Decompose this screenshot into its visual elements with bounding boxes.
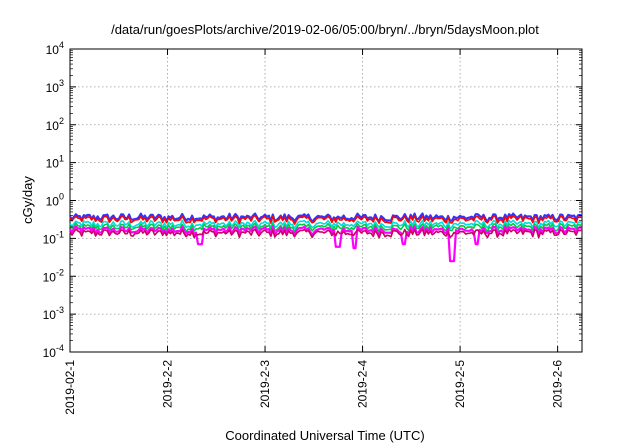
grid-layer [70, 49, 582, 352]
x-tick-label: 2019-02-1 [63, 360, 77, 415]
y-tick-label: 103 [46, 78, 64, 95]
y-tick-label: 102 [46, 116, 64, 133]
x-tick-label: 2019-2-2 [161, 360, 175, 408]
y-axis: 10-4 10-3 10-2 10-1 100 101 102 103 104 [43, 40, 582, 360]
chart-title: /data/run/goesPlots/archive/2019-02-06/0… [111, 22, 539, 37]
y-tick-label: 104 [46, 40, 64, 57]
series-layer [69, 212, 583, 263]
x-tick-label: 2019-2-3 [258, 360, 272, 408]
x-tick-label: 2019-2-4 [356, 360, 370, 408]
y-axis-label: cGy/day [20, 176, 35, 224]
y-tick-label: 101 [46, 154, 64, 171]
y-tick-label: 10-4 [43, 343, 64, 360]
x-tick-label: 2019-2-6 [551, 360, 565, 408]
y-tick-label: 10-2 [43, 267, 64, 284]
series-line-3 [69, 219, 583, 230]
x-axis-label: Coordinated Universal Time (UTC) [225, 428, 424, 443]
y-tick-label: 10-3 [43, 305, 64, 322]
x-tick-label: 2019-2-5 [453, 360, 467, 408]
series-line-2 [69, 214, 583, 225]
y-tick-label: 100 [46, 192, 64, 209]
x-axis: 2019-02-1 2019-2-2 2019-2-3 2019-2-4 2019-2-… [63, 49, 565, 415]
y-tick-label: 10-1 [43, 229, 64, 246]
series-line-6 [69, 228, 583, 239]
